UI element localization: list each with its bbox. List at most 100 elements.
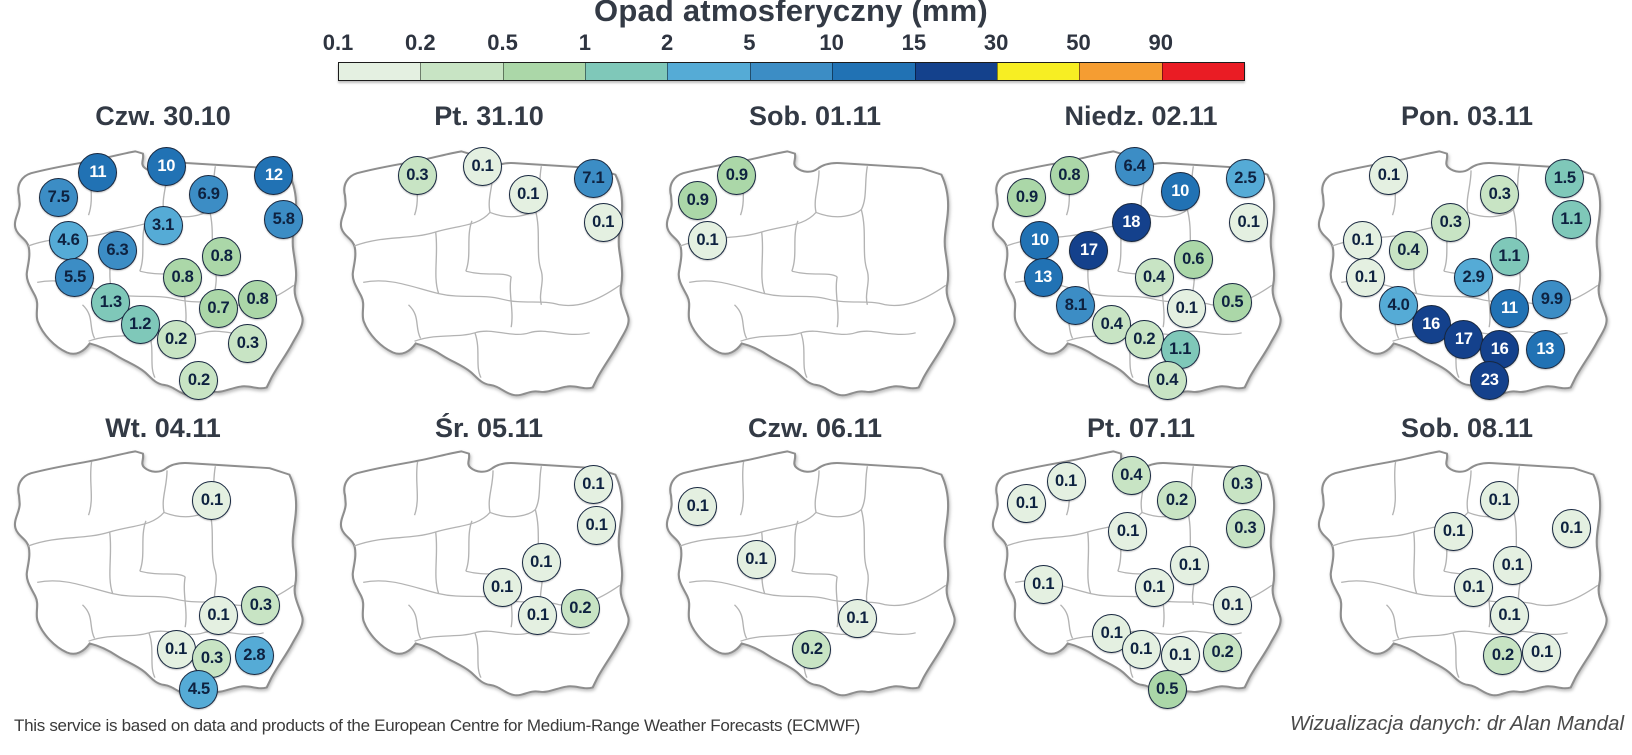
value-bubble: 10 [146, 146, 186, 186]
colorbar-tick-label: 0.2 [404, 30, 436, 55]
day-map-cell: Śr. 05.11 0.1 0.1 0.1 0.1 0.1 0.2 [326, 395, 652, 705]
value-bubble: 1.5 [1545, 159, 1585, 199]
value-bubble: 6.3 [97, 230, 137, 270]
value-bubble: 13 [1525, 329, 1565, 369]
value-bubble: 7.5 [39, 177, 79, 217]
colorbar: 0.1 0.2 0.5 1 2 5 10 15 30 50 90 [323, 30, 1245, 81]
value-bubble: 0.1 [1551, 508, 1591, 548]
value-bubble: 2.8 [234, 635, 274, 675]
value-bubble: 17 [1069, 230, 1109, 270]
value-bubble: 10 [1020, 221, 1060, 261]
value-bubble: 5.8 [264, 199, 304, 239]
value-bubble: 18 [1111, 202, 1151, 242]
day-map-cell: Pt. 31.10 0.3 0.1 0.1 7.1 0.1 [326, 95, 652, 405]
day-title: Wt. 04.11 [105, 413, 221, 443]
value-bubble: 0.1 [518, 595, 558, 635]
colorbar-segment [502, 63, 586, 80]
value-bubble: 0.9 [1007, 177, 1047, 217]
colorbar-labels: 0.1 0.2 0.5 1 2 5 10 15 30 50 90 [323, 30, 1244, 56]
value-bubble: 0.1 [678, 487, 718, 527]
value-bubble: 0.1 [1023, 564, 1063, 604]
colorbar-segment [749, 63, 833, 80]
value-bubble: 0.8 [238, 280, 278, 320]
colorbar-segment [1079, 63, 1162, 80]
value-bubble: 0.1 [1160, 635, 1200, 675]
value-bubble: 2.5 [1225, 159, 1265, 199]
value-bubble: 0.1 [1480, 480, 1520, 520]
value-bubble: 3.1 [143, 205, 183, 245]
value-bubble: 0.1 [837, 598, 877, 638]
value-bubble: 0.8 [1049, 156, 1089, 196]
day-map-cell: Sob. 01.11 0.9 0.9 0.1 [652, 95, 978, 405]
day-title: Pt. 31.10 [434, 101, 544, 131]
value-bubble: 0.1 [1212, 586, 1252, 626]
day-title: Pt. 07.11 [1086, 413, 1196, 443]
value-bubble: 0.9 [717, 156, 757, 196]
day-title: Pon. 03.11 [1400, 101, 1534, 131]
value-bubble: 0.1 [1108, 511, 1148, 551]
day-title: Śr. 05.11 [434, 413, 544, 443]
value-bubble: 0.1 [1434, 511, 1474, 551]
value-bubble: 23 [1470, 360, 1510, 400]
day-title: Sob. 08.11 [1400, 413, 1534, 443]
colorbar-segment [420, 63, 503, 80]
colorbar-tick-label: 2 [660, 30, 674, 55]
value-bubble: 0.4 [1111, 456, 1151, 496]
colorbar-tick-label: 90 [1148, 30, 1173, 55]
day-map-cell: Niedz. 02.11 0.8 6.4 10 2.5 0.9 0.1 18 10 17 0.6 1… [978, 95, 1304, 405]
value-bubble: 0.1 [462, 146, 502, 186]
value-bubble: 0.1 [1007, 484, 1047, 523]
colorbar-tick-label: 0.5 [487, 30, 518, 55]
day-map-cell: Czw. 30.10 11 10 7.5 6.9 12 3.1 5.8 4.6 6.3 0.8 0.… [0, 95, 326, 405]
value-bubble: 0.1 [573, 465, 613, 505]
value-bubble: 13 [1023, 258, 1063, 298]
colorbar-segment [914, 63, 997, 80]
value-bubble: 0.1 [1489, 595, 1529, 635]
poland-map [665, 150, 956, 397]
value-bubble: 0.2 [1203, 632, 1242, 672]
colorbar-segment [1161, 63, 1244, 80]
day-map-cell: Sob. 08.11 0.1 0.1 0.1 0.1 0.1 0.1 0.2 0.1 [1304, 395, 1630, 705]
value-bubble: 6.9 [189, 174, 229, 214]
author-credit: Wizualizacja danych: dr Alan Mandal [1289, 712, 1624, 735]
value-bubble: 0.2 [1483, 635, 1523, 675]
attribution-text: This service is based on data and produc… [14, 716, 861, 735]
value-bubble: 0.6 [1173, 239, 1213, 279]
value-bubble: 0.1 [1170, 546, 1210, 585]
value-bubble: 0.2 [1157, 480, 1197, 520]
value-bubble: 0.3 [228, 323, 268, 363]
value-bubble: 0.3 [1225, 508, 1265, 548]
value-bubble: 0.3 [241, 586, 281, 626]
value-bubble: 0.5 [1147, 670, 1187, 709]
colorbar-tick-label: 15 [901, 30, 927, 55]
value-bubble: 0.1 [1167, 289, 1207, 329]
value-bubble: 0.4 [1134, 258, 1174, 298]
value-bubble: 0.1 [521, 542, 561, 582]
value-bubble: 0.1 [1522, 632, 1562, 672]
value-bubble: 8.1 [1056, 286, 1096, 326]
value-bubble: 7.1 [573, 159, 613, 199]
value-bubble: 0.1 [192, 480, 232, 520]
value-bubble: 0.1 [1121, 629, 1161, 669]
voivodeship-borders [679, 461, 947, 678]
value-bubble: 0.4 [1147, 360, 1187, 400]
value-bubble: 0.8 [202, 236, 242, 276]
value-bubble: 0.1 [577, 505, 617, 545]
day-map-cell: Pt. 07.11 0.1 0.4 0.2 0.3 0.1 0.3 0.1 0.1 0.1 0.1… [978, 395, 1304, 709]
value-bubble: 0.1 [736, 539, 776, 579]
colorbar-tick-label: 1 [578, 30, 591, 55]
value-bubble: 0.7 [198, 289, 238, 329]
colorbar-segment [832, 63, 915, 80]
value-bubble: 1.1 [1489, 236, 1529, 276]
colorbar-tick-label: 50 [1066, 30, 1091, 55]
value-bubble: 0.1 [482, 567, 522, 607]
poland-map [665, 450, 956, 697]
value-bubble: 0.1 [1346, 258, 1386, 298]
value-bubble: 11 [78, 153, 118, 192]
value-bubble: 6.4 [1114, 146, 1154, 186]
value-bubble: 17 [1444, 320, 1484, 360]
value-bubble: 0.1 [1493, 546, 1533, 585]
value-bubble: 0.1 [583, 202, 623, 242]
value-bubble: 0.3 [1431, 202, 1471, 242]
figure-title: Opad atmosferyczny (mm) [594, 0, 988, 28]
